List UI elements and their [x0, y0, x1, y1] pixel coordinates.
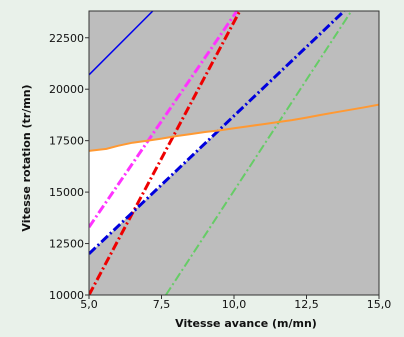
- series-line-1: [89, 11, 154, 76]
- x-tick-label: 15,0: [367, 298, 392, 311]
- plot-area: [89, 11, 379, 295]
- y-tick-label: 10000: [49, 289, 84, 302]
- y-tick-label: 12500: [49, 238, 84, 251]
- y-tick-label: 17500: [49, 135, 84, 148]
- y-tick-label: 20000: [49, 83, 84, 96]
- y-tick-label: 22500: [49, 32, 84, 45]
- x-tick-label: 10,0: [222, 298, 247, 311]
- series-line-4: [89, 11, 346, 255]
- series-line-5: [165, 11, 353, 295]
- x-axis-title: Vitesse avance (m/mn): [175, 317, 317, 330]
- series-line-6: [89, 103, 379, 152]
- y-axis-title: Vitesse rotation (tr/mn): [20, 84, 33, 231]
- x-tick-label: 5,0: [80, 298, 98, 311]
- y-tick-label: 15000: [49, 186, 84, 199]
- axes: 5,0 7,5 10,0 12,5 15,0 10000 12500 15000 17500 20…: [49, 10, 392, 311]
- x-tick-label: 7,5: [153, 298, 171, 311]
- x-tick-label: 12,5: [294, 298, 319, 311]
- series-line-3: [89, 11, 242, 295]
